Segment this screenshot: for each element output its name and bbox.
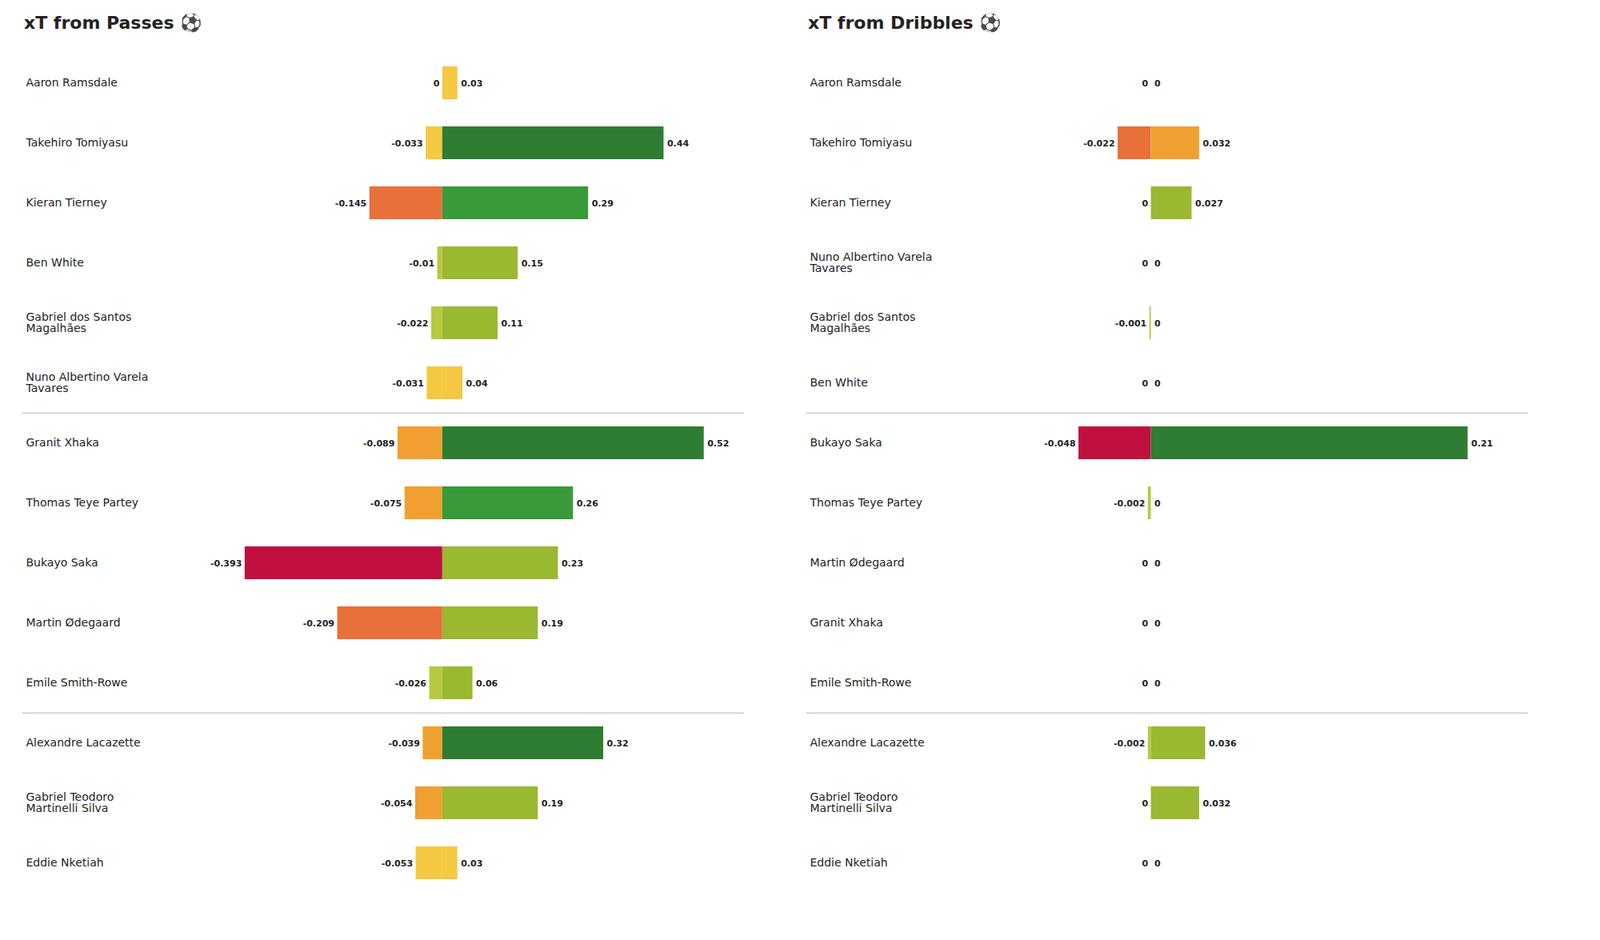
svg-text:0.032: 0.032 xyxy=(1202,798,1231,809)
svg-text:-0.053: -0.053 xyxy=(381,858,413,869)
svg-text:0: 0 xyxy=(1141,378,1148,389)
svg-text:-0.089: -0.089 xyxy=(363,438,395,449)
svg-text:0: 0 xyxy=(1141,558,1148,569)
svg-text:-0.031: -0.031 xyxy=(392,378,424,389)
html-text:xT from Passes ⚽: xT from Passes ⚽ xyxy=(24,12,202,33)
svg-text:0: 0 xyxy=(1141,858,1148,869)
svg-text:0.19: 0.19 xyxy=(541,618,564,629)
svg-text:Aaron Ramsdale: Aaron Ramsdale xyxy=(26,76,118,89)
svg-text:Bukayo Saka: Bukayo Saka xyxy=(810,436,883,449)
svg-text:0: 0 xyxy=(1154,558,1161,569)
svg-text:0.44: 0.44 xyxy=(667,138,689,149)
svg-text:-0.145: -0.145 xyxy=(335,198,367,209)
svg-text:0.19: 0.19 xyxy=(541,798,564,809)
svg-text:Ben White: Ben White xyxy=(810,376,868,389)
svg-text:Nuno Albertino VarelaTavares: Nuno Albertino VarelaTavares xyxy=(25,370,149,395)
svg-text:-0.054: -0.054 xyxy=(380,798,413,809)
svg-text:0: 0 xyxy=(1141,678,1148,689)
svg-text:0.23: 0.23 xyxy=(561,558,584,569)
svg-text:0.29: 0.29 xyxy=(592,198,614,209)
svg-text:0.04: 0.04 xyxy=(466,378,488,389)
svg-text:Takehiro Tomiyasu: Takehiro Tomiyasu xyxy=(809,136,913,149)
svg-text:Gabriel TeodoroMartinelli Silv: Gabriel TeodoroMartinelli Silva xyxy=(810,790,899,815)
svg-text:0: 0 xyxy=(1141,618,1148,629)
svg-text:Alexandre Lacazette: Alexandre Lacazette xyxy=(810,736,925,749)
svg-text:0.03: 0.03 xyxy=(460,858,483,869)
svg-text:-0.039: -0.039 xyxy=(388,738,420,749)
svg-text:Aaron Ramsdale: Aaron Ramsdale xyxy=(810,76,902,89)
svg-text:0: 0 xyxy=(1154,318,1161,329)
svg-text:-0.393: -0.393 xyxy=(210,558,242,569)
svg-text:0: 0 xyxy=(1154,258,1161,269)
svg-text:0.03: 0.03 xyxy=(460,78,483,89)
svg-text:Nuno Albertino VarelaTavares: Nuno Albertino VarelaTavares xyxy=(809,250,933,275)
svg-text:Kieran Tierney: Kieran Tierney xyxy=(26,196,108,209)
svg-text:0: 0 xyxy=(1141,198,1148,209)
svg-text:0.036: 0.036 xyxy=(1208,738,1237,749)
svg-text:0.21: 0.21 xyxy=(1471,438,1493,449)
svg-text:Granit Xhaka: Granit Xhaka xyxy=(26,436,100,449)
svg-text:-0.033: -0.033 xyxy=(391,138,423,149)
html-text:xT from Dribbles ⚽: xT from Dribbles ⚽ xyxy=(808,12,1002,33)
svg-text:Bukayo Saka: Bukayo Saka xyxy=(26,556,99,569)
svg-text:Martin Ødegaard: Martin Ødegaard xyxy=(26,616,121,629)
svg-text:0: 0 xyxy=(1154,618,1161,629)
svg-text:Alexandre Lacazette: Alexandre Lacazette xyxy=(26,736,141,749)
svg-text:0.26: 0.26 xyxy=(576,498,599,509)
svg-text:-0.048: -0.048 xyxy=(1044,438,1076,449)
svg-text:-0.026: -0.026 xyxy=(395,678,428,689)
svg-text:Emile Smith-Rowe: Emile Smith-Rowe xyxy=(26,676,128,689)
svg-text:Granit Xhaka: Granit Xhaka xyxy=(810,616,884,629)
svg-text:0.032: 0.032 xyxy=(1202,138,1231,149)
svg-text:Takehiro Tomiyasu: Takehiro Tomiyasu xyxy=(25,136,129,149)
svg-text:-0.022: -0.022 xyxy=(396,318,428,329)
svg-text:0.027: 0.027 xyxy=(1195,198,1224,209)
svg-text:-0.002: -0.002 xyxy=(1113,738,1145,749)
svg-text:0: 0 xyxy=(1141,258,1148,269)
svg-text:0: 0 xyxy=(1141,78,1148,89)
svg-text:0: 0 xyxy=(433,78,440,89)
svg-text:Thomas Teye Partey: Thomas Teye Partey xyxy=(809,496,924,509)
svg-text:0: 0 xyxy=(1154,678,1161,689)
svg-text:0: 0 xyxy=(1154,858,1161,869)
svg-text:0.52: 0.52 xyxy=(707,438,729,449)
svg-text:0: 0 xyxy=(1154,378,1161,389)
svg-text:-0.01: -0.01 xyxy=(408,258,435,269)
svg-text:-0.075: -0.075 xyxy=(370,498,402,509)
svg-text:Eddie Nketiah: Eddie Nketiah xyxy=(26,856,104,869)
svg-text:Eddie Nketiah: Eddie Nketiah xyxy=(810,856,888,869)
svg-text:Gabriel dos SantosMagalhães: Gabriel dos SantosMagalhães xyxy=(810,310,916,335)
svg-text:Thomas Teye Partey: Thomas Teye Partey xyxy=(25,496,140,509)
svg-text:-0.002: -0.002 xyxy=(1113,498,1145,509)
svg-text:Emile Smith-Rowe: Emile Smith-Rowe xyxy=(810,676,912,689)
svg-text:Ben White: Ben White xyxy=(26,256,84,269)
svg-text:Gabriel dos SantosMagalhães: Gabriel dos SantosMagalhães xyxy=(26,310,132,335)
svg-text:Martin Ødegaard: Martin Ødegaard xyxy=(810,556,905,569)
svg-text:Gabriel TeodoroMartinelli Silv: Gabriel TeodoroMartinelli Silva xyxy=(26,790,115,815)
svg-text:0: 0 xyxy=(1141,798,1148,809)
svg-text:0.32: 0.32 xyxy=(607,738,629,749)
svg-text:-0.022: -0.022 xyxy=(1083,138,1115,149)
svg-text:0: 0 xyxy=(1154,78,1161,89)
svg-text:Kieran Tierney: Kieran Tierney xyxy=(810,196,892,209)
svg-text:-0.209: -0.209 xyxy=(303,618,335,629)
svg-text:0.15: 0.15 xyxy=(521,258,544,269)
svg-text:0.06: 0.06 xyxy=(476,678,498,689)
svg-text:-0.001: -0.001 xyxy=(1115,318,1147,329)
svg-text:0: 0 xyxy=(1154,498,1161,509)
svg-text:0.11: 0.11 xyxy=(501,318,524,329)
